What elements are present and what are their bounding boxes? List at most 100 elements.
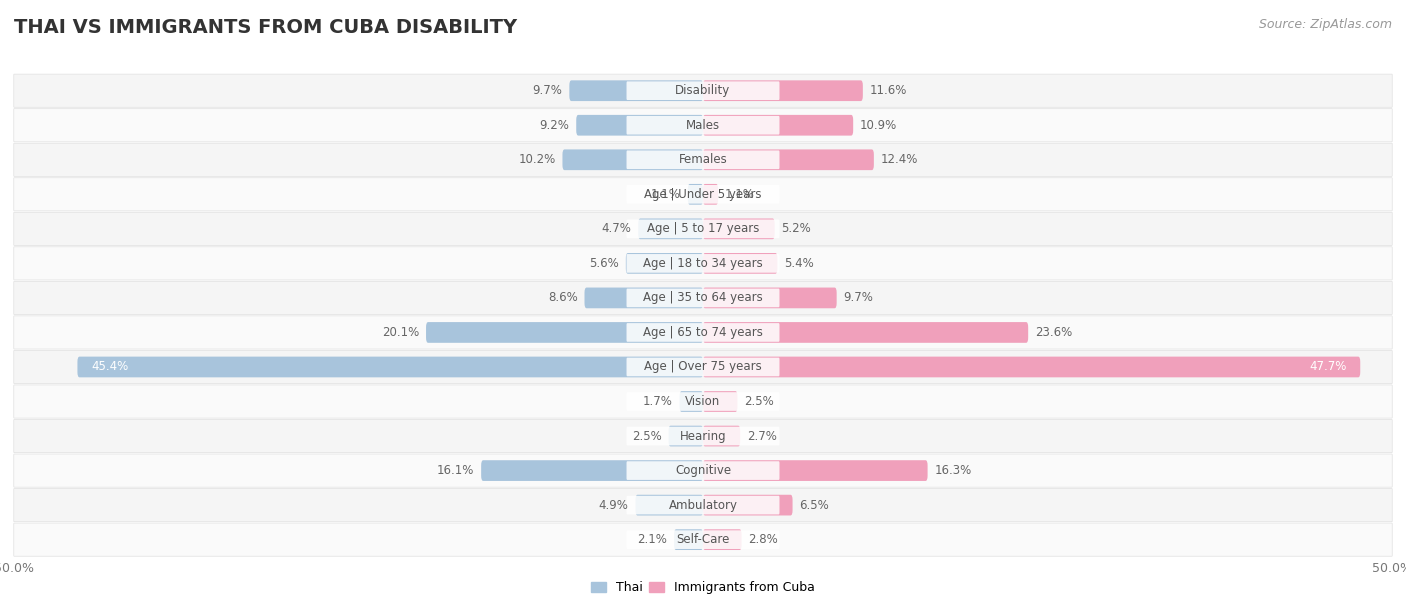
FancyBboxPatch shape [562,149,703,170]
FancyBboxPatch shape [14,316,1392,349]
FancyBboxPatch shape [626,253,703,274]
FancyBboxPatch shape [703,218,775,239]
FancyBboxPatch shape [627,81,779,100]
Text: Age | 18 to 34 years: Age | 18 to 34 years [643,257,763,270]
Text: 4.7%: 4.7% [602,222,631,236]
Text: Males: Males [686,119,720,132]
Text: Source: ZipAtlas.com: Source: ZipAtlas.com [1258,18,1392,31]
Text: 9.2%: 9.2% [540,119,569,132]
FancyBboxPatch shape [627,496,779,515]
FancyBboxPatch shape [14,385,1392,418]
FancyBboxPatch shape [627,220,779,238]
FancyBboxPatch shape [14,247,1392,280]
Text: Age | 35 to 64 years: Age | 35 to 64 years [643,291,763,304]
Text: 1.1%: 1.1% [651,188,681,201]
FancyBboxPatch shape [14,488,1392,521]
Text: 11.6%: 11.6% [870,84,907,97]
FancyBboxPatch shape [627,392,779,411]
Text: THAI VS IMMIGRANTS FROM CUBA DISABILITY: THAI VS IMMIGRANTS FROM CUBA DISABILITY [14,18,517,37]
FancyBboxPatch shape [14,143,1392,176]
Text: 2.1%: 2.1% [637,533,668,546]
FancyBboxPatch shape [703,529,741,550]
Text: Ambulatory: Ambulatory [668,499,738,512]
Text: 2.5%: 2.5% [631,430,662,442]
FancyBboxPatch shape [703,426,740,446]
Text: 5.6%: 5.6% [589,257,619,270]
Text: 45.4%: 45.4% [91,360,128,373]
Text: 5.4%: 5.4% [785,257,814,270]
FancyBboxPatch shape [703,322,1028,343]
FancyBboxPatch shape [627,116,779,135]
FancyBboxPatch shape [14,109,1392,142]
FancyBboxPatch shape [703,391,738,412]
FancyBboxPatch shape [14,454,1392,487]
FancyBboxPatch shape [703,253,778,274]
FancyBboxPatch shape [669,426,703,446]
FancyBboxPatch shape [14,74,1392,107]
FancyBboxPatch shape [636,494,703,515]
FancyBboxPatch shape [627,427,779,446]
Text: 8.6%: 8.6% [548,291,578,304]
FancyBboxPatch shape [14,419,1392,453]
Text: 2.8%: 2.8% [748,533,778,546]
Text: Vision: Vision [685,395,721,408]
FancyBboxPatch shape [569,80,703,101]
Text: 20.1%: 20.1% [382,326,419,339]
FancyBboxPatch shape [627,531,779,549]
FancyBboxPatch shape [77,357,703,378]
FancyBboxPatch shape [673,529,703,550]
Text: Age | Under 5 years: Age | Under 5 years [644,188,762,201]
FancyBboxPatch shape [627,254,779,273]
FancyBboxPatch shape [14,212,1392,245]
Text: 23.6%: 23.6% [1035,326,1073,339]
Text: 16.1%: 16.1% [437,464,474,477]
FancyBboxPatch shape [638,218,703,239]
Text: Age | Over 75 years: Age | Over 75 years [644,360,762,373]
FancyBboxPatch shape [679,391,703,412]
Text: 6.5%: 6.5% [800,499,830,512]
Text: 12.4%: 12.4% [880,153,918,166]
FancyBboxPatch shape [627,151,779,169]
Text: Age | 65 to 74 years: Age | 65 to 74 years [643,326,763,339]
FancyBboxPatch shape [627,323,779,341]
FancyBboxPatch shape [703,288,837,308]
Text: 16.3%: 16.3% [935,464,972,477]
FancyBboxPatch shape [585,288,703,308]
FancyBboxPatch shape [576,115,703,136]
FancyBboxPatch shape [688,184,703,204]
FancyBboxPatch shape [14,351,1392,384]
Text: 10.9%: 10.9% [860,119,897,132]
FancyBboxPatch shape [14,177,1392,211]
Text: Age | 5 to 17 years: Age | 5 to 17 years [647,222,759,236]
Text: 47.7%: 47.7% [1309,360,1347,373]
Text: Disability: Disability [675,84,731,97]
FancyBboxPatch shape [703,184,718,204]
Text: 1.1%: 1.1% [725,188,755,201]
FancyBboxPatch shape [627,289,779,307]
Text: 9.7%: 9.7% [844,291,873,304]
Text: 10.2%: 10.2% [519,153,555,166]
Text: Cognitive: Cognitive [675,464,731,477]
Text: 1.7%: 1.7% [643,395,672,408]
Text: Hearing: Hearing [679,430,727,442]
FancyBboxPatch shape [627,357,779,376]
FancyBboxPatch shape [703,149,875,170]
FancyBboxPatch shape [703,494,793,515]
FancyBboxPatch shape [627,461,779,480]
FancyBboxPatch shape [426,322,703,343]
FancyBboxPatch shape [627,185,779,204]
Text: 9.7%: 9.7% [533,84,562,97]
FancyBboxPatch shape [14,282,1392,315]
Text: 4.9%: 4.9% [599,499,628,512]
Text: Females: Females [679,153,727,166]
Text: 5.2%: 5.2% [782,222,811,236]
Text: 2.5%: 2.5% [744,395,775,408]
Text: 2.7%: 2.7% [747,430,778,442]
FancyBboxPatch shape [703,357,1360,378]
Legend: Thai, Immigrants from Cuba: Thai, Immigrants from Cuba [586,576,820,599]
FancyBboxPatch shape [703,80,863,101]
Text: Self-Care: Self-Care [676,533,730,546]
FancyBboxPatch shape [14,523,1392,556]
FancyBboxPatch shape [703,115,853,136]
FancyBboxPatch shape [703,460,928,481]
